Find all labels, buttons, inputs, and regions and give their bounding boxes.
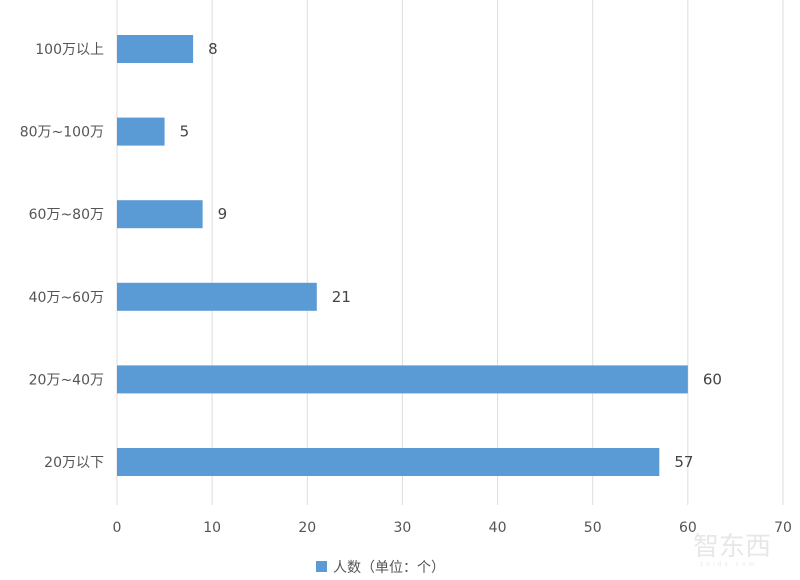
- bar: [117, 200, 203, 229]
- data-label: 57: [674, 453, 693, 471]
- x-tick-label: 50: [584, 520, 602, 536]
- x-tick-label: 40: [489, 520, 507, 536]
- legend-label: 人数（单位：个）: [333, 560, 445, 576]
- bars: 8 5 9 21 60 57: [117, 35, 722, 476]
- data-label: 9: [218, 205, 228, 223]
- x-tick-label: 60: [679, 520, 697, 536]
- x-tick-label: 20: [298, 520, 316, 536]
- x-tick-label: 70: [774, 520, 792, 536]
- x-tick-label: 30: [394, 520, 412, 536]
- x-tick-label: 0: [113, 520, 122, 536]
- y-axis-categories: 100万以上 80万~100万 60万~80万 40万~60万 20万~40万 20万以下: [20, 42, 104, 471]
- x-tick-label: 10: [203, 520, 221, 536]
- y-category-label: 20万~40万: [29, 372, 104, 388]
- watermark-sub: zhidx.com: [700, 561, 758, 568]
- y-category-label: 20万以下: [44, 455, 104, 471]
- data-label: 60: [703, 370, 722, 388]
- bar: [117, 35, 194, 63]
- data-label: 5: [180, 123, 190, 141]
- bar: [117, 448, 660, 476]
- data-label: 21: [332, 288, 351, 306]
- bar: [117, 117, 165, 146]
- bar: [117, 282, 317, 311]
- y-category-label: 60万~80万: [29, 207, 104, 223]
- grid-lines: [116, 0, 784, 505]
- y-category-label: 40万~60万: [29, 290, 104, 306]
- legend: 人数（单位：个）: [316, 560, 445, 576]
- y-category-label: 80万~100万: [20, 125, 104, 141]
- y-category-label: 100万以上: [35, 42, 104, 58]
- x-axis-ticks: 0 10 20 30 40 50 60 70: [113, 520, 792, 536]
- data-label: 8: [208, 40, 218, 58]
- bar: [117, 365, 688, 394]
- watermark-logo: 智东西 zhidx.com: [693, 532, 771, 568]
- legend-swatch: [316, 561, 327, 572]
- watermark-text: 智东西: [693, 532, 771, 562]
